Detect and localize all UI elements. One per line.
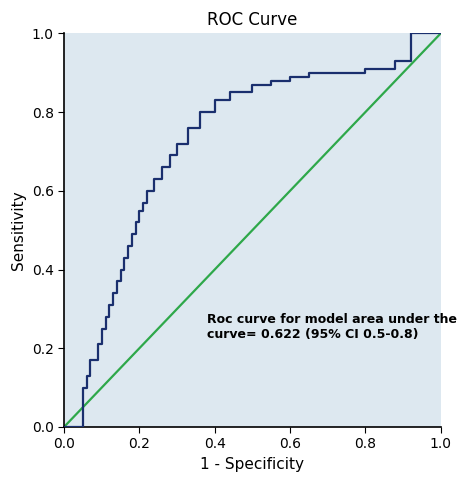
Title: ROC Curve: ROC Curve (207, 11, 298, 29)
Text: Roc curve for model area under the
curve= 0.622 (95% CI 0.5-0.8): Roc curve for model area under the curve… (207, 313, 457, 341)
X-axis label: 1 - Specificity: 1 - Specificity (201, 457, 304, 472)
Y-axis label: Sensitivity: Sensitivity (11, 190, 26, 270)
